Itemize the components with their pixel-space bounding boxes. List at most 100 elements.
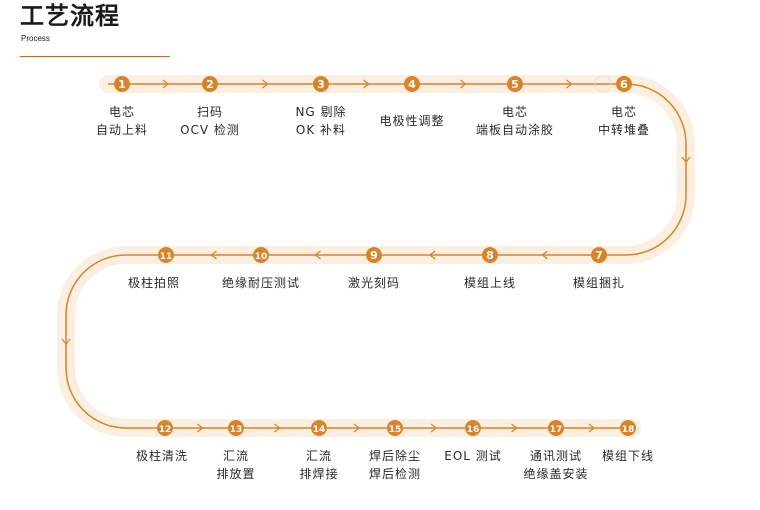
step-label-line: 激光刻码 [347,276,401,290]
step-number: 9 [370,249,378,262]
step-marker [404,76,420,92]
step-label-line: 模组下线 [601,449,655,463]
step-number: 17 [550,425,563,435]
arrow-icon [274,423,281,433]
step-marker [507,76,523,92]
step-number: 18 [622,425,635,435]
arrow-icon [430,423,438,433]
step-marker [465,420,481,436]
step-number: 13 [230,425,243,435]
arrow-icon [588,423,596,433]
step-label-line: 汇流 [222,449,250,463]
arrow-icon [363,79,370,89]
step-label: 极柱清洗 [136,447,188,465]
step-label-line: 模组捆扎 [572,276,626,290]
arrow-icon [511,423,518,433]
arrow-icon [460,79,467,89]
step-label: 电芯 中转堆叠 [598,103,650,139]
step-marker [620,420,636,436]
step-label-line: EOL 测试 [444,449,502,463]
step-label-line: 端板自动涂胶 [475,123,555,137]
step-label: 绝缘耐压测试 [222,274,300,292]
step-marker [591,247,607,263]
step-label-line: 绝缘盖安装 [523,467,589,481]
step-marker [158,247,174,263]
step-number: 2 [206,78,214,91]
arrow-icon [314,250,321,260]
step-label-line: 极柱拍照 [127,276,181,290]
step-label-line: 焊后除尘 [368,449,422,463]
step-marker [387,420,403,436]
step-label: 汇流 排放置 [216,447,255,483]
step-label-line: 模组上线 [463,276,517,290]
step-number: 15 [389,425,402,435]
step-marker [311,420,327,436]
step-number: 7 [595,249,603,262]
step-label-line: 汇流 [305,449,333,463]
step-marker [202,76,218,92]
step-marker [616,76,632,92]
step-label: 电芯 端板自动涂胶 [476,103,554,139]
step-marker [114,76,130,92]
step-label-line: 电芯 [108,105,136,119]
step-label: 汇流 排焊接 [299,447,338,483]
page-subtitle: Process [21,34,50,43]
step-label-line: NG 剔除 [295,105,347,119]
step-label-line: 极柱清洗 [135,449,189,463]
step-number: 4 [408,78,416,91]
title-divider [20,56,170,57]
step-label: 通讯测试 绝缘盖安装 [523,447,588,483]
step-label-line: OK 补料 [295,123,347,137]
arrow-icon [197,423,204,433]
step-label-line: OCV 检测 [180,123,240,137]
step-marker [482,247,498,263]
step-label: 电极性调整 [379,112,444,130]
step-label: 模组捆扎 [573,274,625,292]
step-label-line: 电芯 [501,105,529,119]
step-marker [157,420,173,436]
decorative-circle [594,75,612,93]
step-number: 3 [317,78,325,91]
step-label: 模组上线 [464,274,516,292]
step-label: EOL 测试 [444,447,502,465]
step-marker [228,420,244,436]
arrow-icon [210,250,217,260]
step-label-line: 自动上料 [95,123,149,137]
step-number: 11 [160,252,173,262]
arrow-icon [428,250,436,260]
step-label-line: 电极性调整 [379,114,445,128]
arrow-icon [353,423,361,433]
step-number: 14 [313,425,326,435]
step-number: 6 [620,78,628,91]
step-label-line: 扫码 [196,105,224,119]
step-number: 5 [511,78,519,91]
arrow-icon [681,156,691,164]
arrow-icon [262,79,269,89]
step-label: 焊后除尘 焊后检测 [369,447,421,483]
step-label: 电芯 自动上料 [96,103,148,139]
step-label: 模组下线 [602,447,654,465]
step-label: 极柱拍照 [128,274,180,292]
arrow-icon [61,338,71,346]
step-marker [366,247,382,263]
step-label-line: 中转堆叠 [597,123,651,137]
step-label-line: 电芯 [610,105,638,119]
step-number: 16 [467,425,480,435]
step-label-line: 通讯测试 [529,449,583,463]
step-number: 1 [118,78,126,91]
arrow-icon [541,250,548,260]
step-label-line: 排放置 [216,467,256,481]
step-marker [548,420,564,436]
step-label-line: 焊后检测 [368,467,422,481]
step-label-line: 绝缘耐压测试 [221,276,301,290]
step-label: 扫码 OCV 检测 [180,103,240,139]
step-number: 12 [159,425,172,435]
step-number: 8 [486,249,494,262]
step-label-line: 排焊接 [299,467,339,481]
step-label: NG 剔除 OK 补料 [295,103,346,139]
step-marker [253,247,269,263]
step-marker [313,76,329,92]
page-title: 工艺流程 [20,2,120,30]
